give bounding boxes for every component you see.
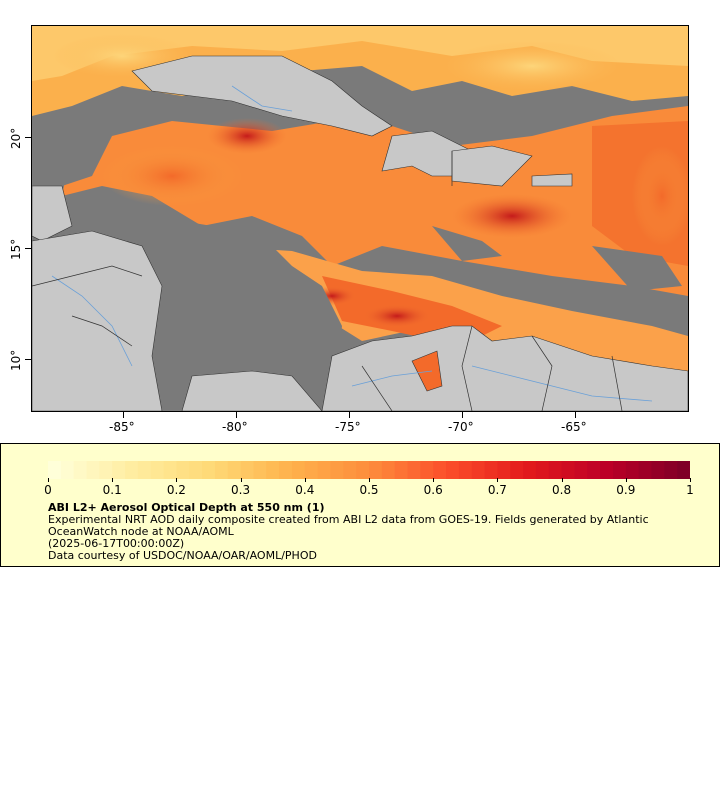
colorbar-segment	[304, 461, 319, 479]
colorbar-tick	[433, 478, 435, 482]
colorbar-segment	[330, 461, 344, 479]
colorbar-tick	[625, 478, 627, 482]
colorbar-tick	[48, 478, 49, 482]
legend-description: Experimental NRT AOD daily composite cre…	[48, 513, 649, 538]
colorbar-tick-label: 0.6	[423, 483, 443, 497]
y-label-10: 10°	[9, 349, 23, 371]
colorbar-segment	[497, 461, 511, 479]
colorbar-tick-label: 0.2	[166, 483, 186, 497]
colorbar-tick	[497, 478, 499, 482]
colorbar-segment	[202, 461, 216, 479]
colorbar-segment	[48, 461, 62, 479]
colorbar-segment	[227, 461, 242, 479]
colorbar-segment	[163, 461, 177, 479]
colorbar-segment	[548, 461, 563, 479]
colorbar-segment	[73, 461, 88, 479]
colorbar-segment	[176, 461, 190, 479]
colorbar-tick	[369, 478, 370, 482]
colorbar-segment	[99, 461, 113, 479]
colorbar-segment	[420, 461, 434, 479]
colorbar-segment	[266, 461, 280, 479]
aerosol-depth-map	[32, 26, 688, 411]
colorbar-segment	[214, 461, 229, 479]
colorbar-segment	[612, 461, 627, 479]
colorbar-tick	[112, 478, 114, 482]
colorbar-tick	[690, 478, 691, 482]
land-masses	[32, 55, 688, 411]
colorbar-segment	[458, 461, 473, 479]
colorbar-segment	[253, 461, 267, 479]
colorbar-segment	[279, 461, 293, 479]
colorbar-tick-label: 0.9	[616, 483, 636, 497]
colorbar-tick-label: 0.3	[231, 483, 251, 497]
colorbar-segment	[189, 461, 203, 479]
colorbar-segment	[137, 461, 152, 479]
x-tick-65	[575, 412, 576, 418]
colorbar-segment	[407, 461, 421, 479]
colorbar-segment	[317, 461, 331, 479]
colorbar-segment	[60, 461, 75, 479]
country-borders	[32, 151, 623, 411]
legend-credit: Data courtesy of USDOC/NOAA/OAR/AOML/PHO…	[48, 549, 317, 562]
x-label-75: -75°	[335, 420, 361, 434]
y-label-20: 20°	[9, 127, 23, 149]
map-panel	[31, 25, 689, 412]
x-tick-85	[123, 412, 124, 418]
legend-title: ABI L2+ Aerosol Optical Depth at 550 nm …	[48, 501, 325, 514]
colorbar-tick	[561, 478, 563, 482]
colorbar-segment	[381, 461, 396, 479]
colorbar-segment	[651, 461, 665, 479]
rivers	[51, 85, 653, 402]
y-tick-20	[25, 137, 31, 138]
colorbar-tick-label: 1	[686, 483, 694, 497]
colorbar-segment	[86, 461, 100, 479]
colorbar-segment	[291, 461, 306, 479]
x-label-65: -65°	[561, 420, 587, 434]
colorbar-segment	[535, 461, 550, 479]
colorbar-segment	[433, 461, 447, 479]
colorbar-segment	[638, 461, 652, 479]
y-tick-15	[25, 248, 31, 249]
colorbar-segment	[587, 461, 601, 479]
colorbar-segment	[369, 461, 383, 479]
colorbar-segment	[677, 461, 690, 479]
x-tick-80	[236, 412, 237, 418]
colorbar-tick	[176, 478, 178, 482]
colorbar-segment	[343, 461, 357, 479]
colorbar-segment	[510, 461, 524, 479]
x-tick-70	[462, 412, 463, 418]
colorbar-segment	[356, 461, 370, 479]
colorbar-tick-label: 0.7	[487, 483, 507, 497]
colorbar-segment	[112, 461, 126, 479]
colorbar-tick-label: 0	[44, 483, 52, 497]
colorbar-segment	[240, 461, 254, 479]
x-label-80: -80°	[222, 420, 248, 434]
y-label-15: 15°	[9, 238, 23, 260]
x-label-70: -70°	[448, 420, 474, 434]
colorbar-segment	[446, 461, 460, 479]
legend-date: (2025-06-17T00:00:00Z)	[48, 537, 185, 550]
colorbar-segment	[125, 461, 139, 479]
colorbar-segment	[664, 461, 678, 479]
colorbar-segment	[561, 461, 575, 479]
legend-panel: ABI L2+ Aerosol Optical Depth at 550 nm …	[0, 443, 720, 567]
x-tick-75	[349, 412, 350, 418]
x-label-85: -85°	[109, 420, 135, 434]
colorbar-segment	[523, 461, 537, 479]
colorbar-segment	[625, 461, 640, 479]
colorbar-segment	[600, 461, 614, 479]
colorbar	[48, 461, 690, 479]
colorbar-segment	[394, 461, 409, 479]
colorbar-tick-label: 0.1	[102, 483, 122, 497]
colorbar-segment	[150, 461, 165, 479]
colorbar-segment	[484, 461, 498, 479]
colorbar-tick-label: 0.5	[359, 483, 379, 497]
colorbar-tick-label: 0.4	[295, 483, 315, 497]
colorbar-segment	[574, 461, 588, 479]
colorbar-segment	[471, 461, 486, 479]
colorbar-tick	[240, 478, 242, 482]
y-tick-10	[25, 359, 31, 360]
colorbar-tick	[304, 478, 306, 482]
colorbar-tick-label: 0.8	[552, 483, 572, 497]
